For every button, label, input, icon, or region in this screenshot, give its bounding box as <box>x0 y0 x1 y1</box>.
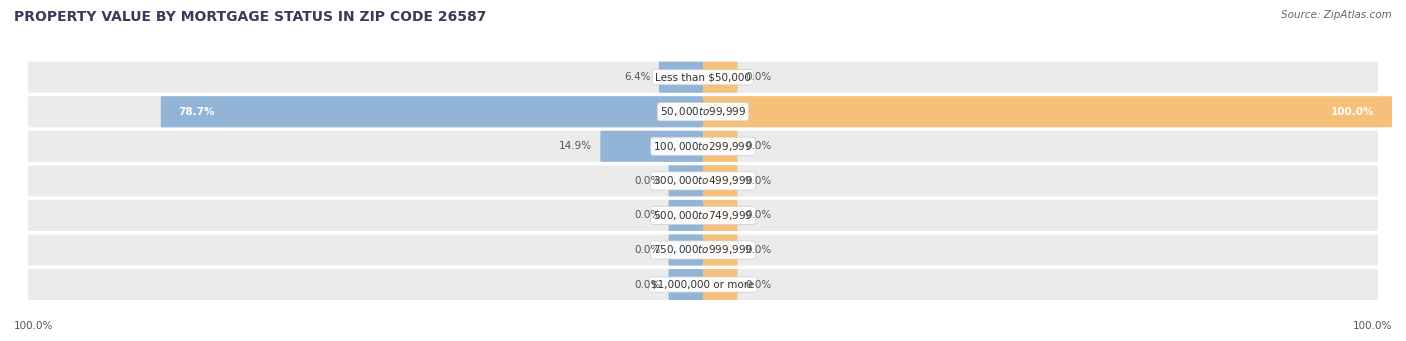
Text: 0.0%: 0.0% <box>745 72 772 82</box>
FancyBboxPatch shape <box>703 131 738 162</box>
FancyBboxPatch shape <box>703 165 738 196</box>
FancyBboxPatch shape <box>703 96 1392 127</box>
Text: 0.0%: 0.0% <box>634 176 661 186</box>
FancyBboxPatch shape <box>160 96 703 127</box>
Text: 0.0%: 0.0% <box>745 141 772 151</box>
Text: 100.0%: 100.0% <box>14 321 53 331</box>
Text: $500,000 to $749,999: $500,000 to $749,999 <box>654 209 752 222</box>
FancyBboxPatch shape <box>28 62 1378 93</box>
FancyBboxPatch shape <box>28 200 1378 231</box>
FancyBboxPatch shape <box>659 62 703 93</box>
FancyBboxPatch shape <box>669 234 703 266</box>
Text: $1,000,000 or more: $1,000,000 or more <box>651 280 755 290</box>
Text: 0.0%: 0.0% <box>745 176 772 186</box>
Text: $100,000 to $299,999: $100,000 to $299,999 <box>654 140 752 153</box>
FancyBboxPatch shape <box>669 200 703 231</box>
FancyBboxPatch shape <box>28 234 1378 266</box>
Text: 0.0%: 0.0% <box>634 210 661 220</box>
FancyBboxPatch shape <box>669 269 703 300</box>
Text: 0.0%: 0.0% <box>634 280 661 290</box>
Text: 100.0%: 100.0% <box>1353 321 1392 331</box>
FancyBboxPatch shape <box>28 269 1378 300</box>
Text: 100.0%: 100.0% <box>1331 107 1375 117</box>
Text: Source: ZipAtlas.com: Source: ZipAtlas.com <box>1281 10 1392 20</box>
Text: 0.0%: 0.0% <box>745 245 772 255</box>
Text: 0.0%: 0.0% <box>634 245 661 255</box>
FancyBboxPatch shape <box>703 200 738 231</box>
FancyBboxPatch shape <box>28 131 1378 162</box>
Text: $750,000 to $999,999: $750,000 to $999,999 <box>654 243 752 256</box>
FancyBboxPatch shape <box>600 131 703 162</box>
Text: PROPERTY VALUE BY MORTGAGE STATUS IN ZIP CODE 26587: PROPERTY VALUE BY MORTGAGE STATUS IN ZIP… <box>14 10 486 24</box>
Text: 0.0%: 0.0% <box>745 210 772 220</box>
Text: $50,000 to $99,999: $50,000 to $99,999 <box>659 105 747 118</box>
Text: 6.4%: 6.4% <box>624 72 651 82</box>
FancyBboxPatch shape <box>703 62 738 93</box>
FancyBboxPatch shape <box>669 165 703 196</box>
Text: 14.9%: 14.9% <box>560 141 592 151</box>
FancyBboxPatch shape <box>703 269 738 300</box>
Text: $300,000 to $499,999: $300,000 to $499,999 <box>654 174 752 187</box>
FancyBboxPatch shape <box>28 165 1378 196</box>
Text: 0.0%: 0.0% <box>745 280 772 290</box>
Text: 78.7%: 78.7% <box>179 107 215 117</box>
Text: Less than $50,000: Less than $50,000 <box>655 72 751 82</box>
FancyBboxPatch shape <box>703 234 738 266</box>
FancyBboxPatch shape <box>28 96 1378 127</box>
